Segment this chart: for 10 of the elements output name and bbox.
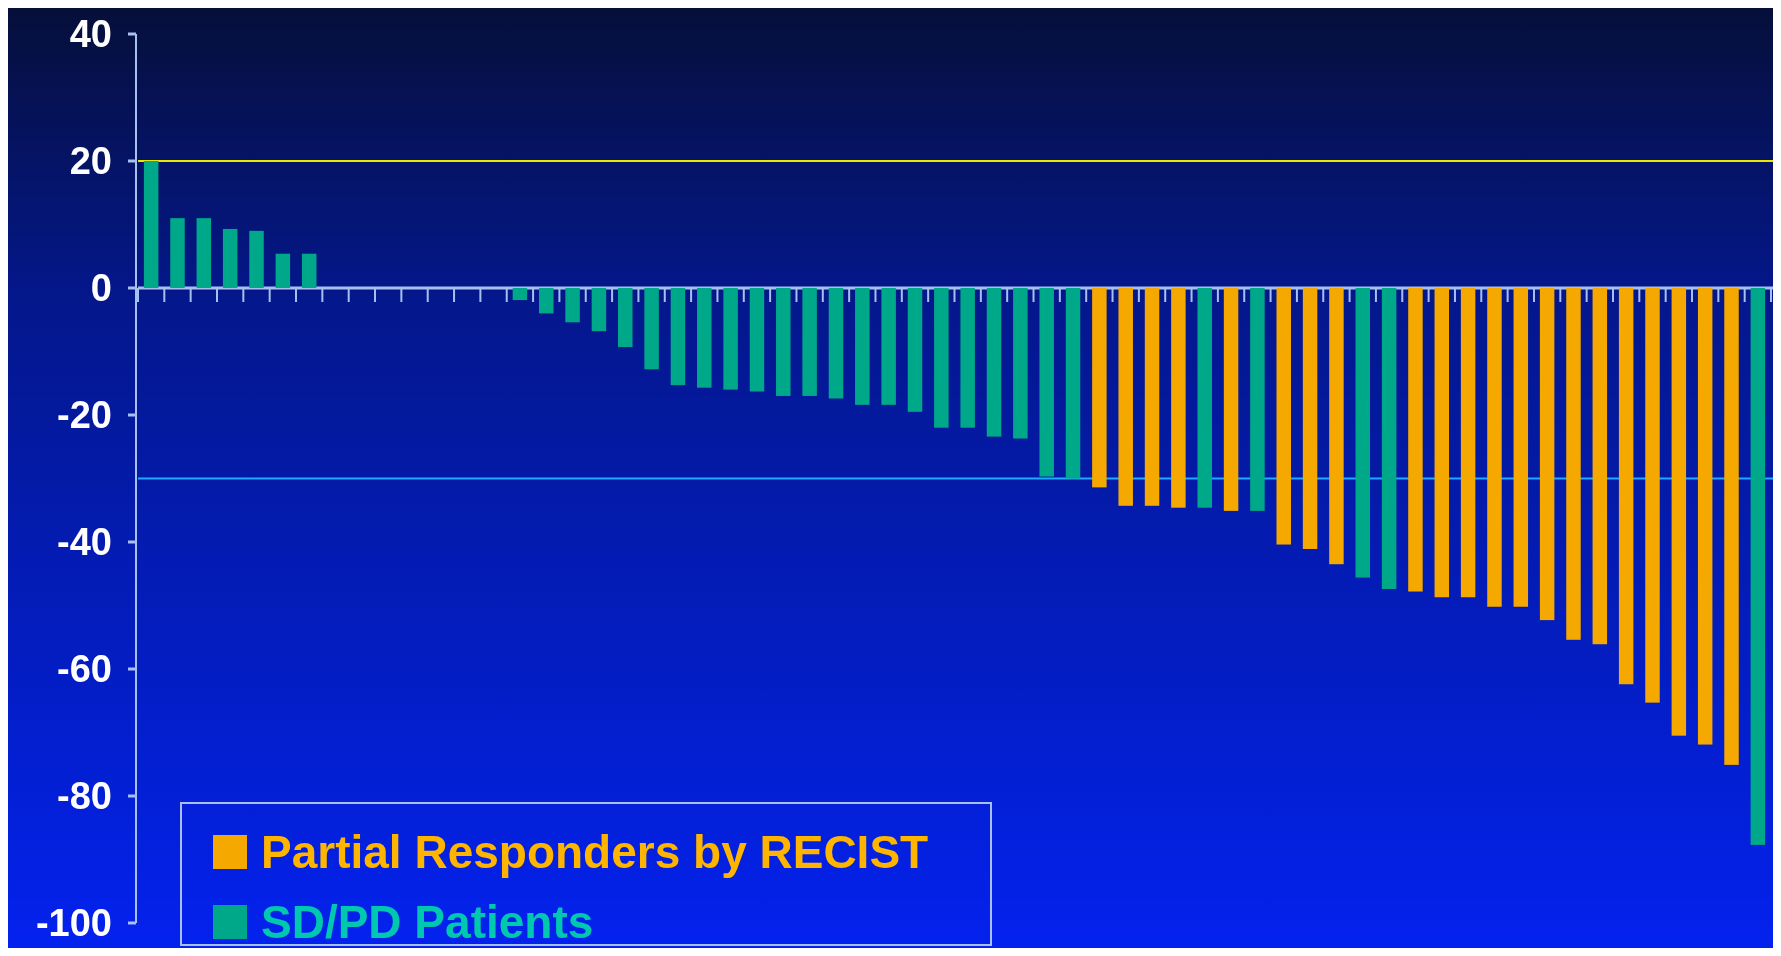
- y-tick-label: -40: [57, 521, 112, 564]
- y-tick-label: 20: [69, 140, 112, 183]
- y-tick-label: -60: [57, 648, 112, 691]
- legend-label: Partial Responders by RECIST: [261, 826, 929, 879]
- y-tick-label: 40: [69, 13, 112, 56]
- y-tick-label: 0: [90, 267, 112, 310]
- legend-label: SD/PD Patients: [261, 896, 594, 949]
- y-tick-label: -20: [57, 394, 112, 437]
- y-tick-label: -100: [35, 902, 112, 945]
- y-tick-label: -80: [57, 775, 112, 818]
